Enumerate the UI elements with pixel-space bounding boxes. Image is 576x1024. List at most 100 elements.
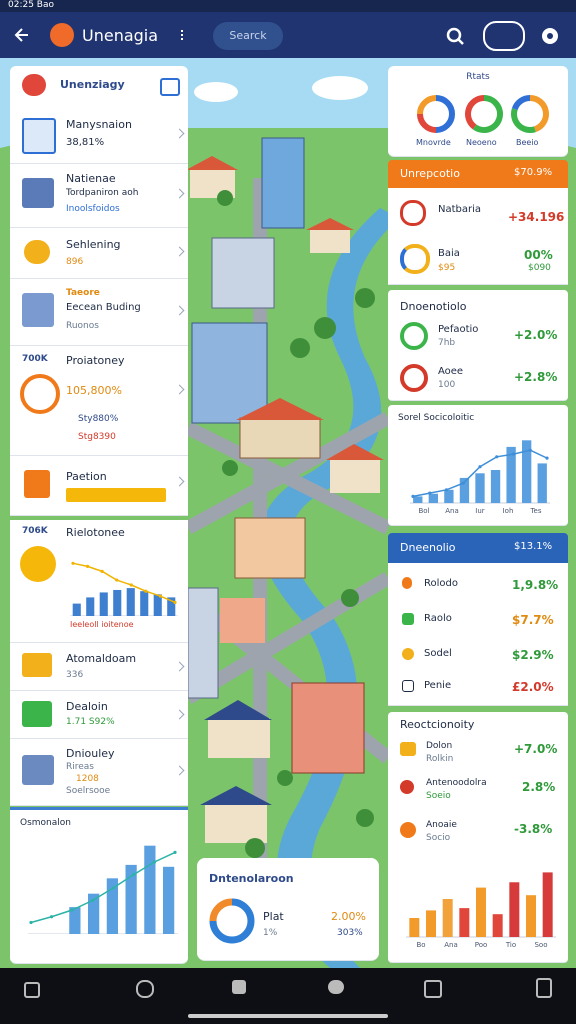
line <box>30 851 176 924</box>
progress-bar <box>66 488 166 502</box>
list-item[interactable]: Dniouley Rireas 1208 Soelrsooe <box>10 739 188 806</box>
icon <box>22 653 52 677</box>
row-name: Penie <box>424 680 452 691</box>
bar <box>476 887 486 937</box>
bar <box>537 463 547 503</box>
bar <box>490 470 501 503</box>
list-item[interactable]: Sehlening 896 <box>10 228 188 279</box>
back-button[interactable] <box>12 25 32 45</box>
card-title: Rielotonee <box>66 526 125 539</box>
nav-icon[interactable] <box>136 980 154 998</box>
gear-icon[interactable] <box>539 25 561 47</box>
chart-card: 706K Rielotonee Ieeleoll ioitenoe <box>10 520 188 643</box>
line-point <box>528 448 532 452</box>
donut-segment <box>209 898 255 944</box>
bar <box>506 446 516 503</box>
chevron <box>174 384 185 395</box>
donut-segment <box>417 95 437 115</box>
menu-dots[interactable] <box>181 30 185 40</box>
bar <box>144 845 156 934</box>
line-point <box>461 481 465 485</box>
bar <box>72 603 81 616</box>
nav-icon[interactable] <box>328 980 344 994</box>
legend-value: 303% <box>337 928 363 938</box>
icon <box>400 742 416 756</box>
bar <box>492 914 503 937</box>
item-title: Manysnaion <box>66 118 132 131</box>
list-item[interactable]: Dealoin 1.71 S92% <box>10 691 188 739</box>
refresh-button[interactable] <box>483 21 525 51</box>
mini-chart <box>70 561 178 616</box>
bar <box>409 918 420 937</box>
list-item[interactable]: Atomaldoam 336 <box>10 643 188 691</box>
card-title: Rtats <box>466 72 490 82</box>
settings-icon[interactable] <box>444 25 466 47</box>
line-point <box>478 465 482 469</box>
icon <box>22 755 54 785</box>
nav-icon[interactable] <box>24 982 40 998</box>
stat-card[interactable]: 700K Proiatoney 105,800% Sty880% Stg8390 <box>10 346 188 456</box>
donut <box>465 95 503 133</box>
item-value: 896 <box>66 257 84 267</box>
chart-card: Sorel Socicoloitic Bol Ana Iur Ioh Tes <box>388 405 568 526</box>
card-sub: Stg8390 <box>78 432 116 442</box>
chevron <box>174 476 185 487</box>
row-sub: Socio <box>426 833 451 843</box>
chart-caption: Ieeleoll ioitenoe <box>70 620 134 629</box>
search-box[interactable]: Searck <box>213 22 283 50</box>
home-indicator <box>188 1014 388 1018</box>
bar <box>86 597 95 616</box>
row-value: $7.7% <box>512 613 554 627</box>
line-point <box>545 456 549 460</box>
list-item[interactable]: Taeore Eecean Buding Ruonos <box>10 279 188 346</box>
row-name: Natbaria <box>438 204 482 215</box>
card-title: Dntenolaroon <box>209 872 294 885</box>
list-item[interactable]: Manysnaion 38,81% <box>10 106 188 164</box>
nav-icon[interactable] <box>424 980 442 998</box>
donut-label: Mnovrde <box>416 138 451 147</box>
icon <box>400 244 430 274</box>
donut <box>511 95 549 133</box>
item-sub: Soelrsooe <box>66 786 111 796</box>
item-title: Atomaldoam <box>66 652 137 665</box>
item-title: Natienae <box>66 172 116 185</box>
x-tick-label: Poo <box>475 941 488 949</box>
line <box>72 562 176 604</box>
bar <box>163 866 175 934</box>
line-point <box>511 452 516 456</box>
legend-sub: 1% <box>263 928 278 938</box>
app-bar: Unenagia Searck <box>0 12 576 58</box>
status-time: 02:25 Bao <box>8 0 54 10</box>
bar <box>522 440 532 503</box>
row-name: Sodel <box>424 648 452 659</box>
item-value: 336 <box>66 670 84 680</box>
line-point <box>173 850 177 854</box>
nav-icon[interactable] <box>232 980 246 994</box>
chart-card: Osmonalon <box>10 807 188 964</box>
row-name: Aoee <box>438 366 464 377</box>
row-value: $090 <box>528 263 551 273</box>
progress-card[interactable]: Paetion <box>10 456 188 516</box>
x-tick-label: Bo <box>416 941 425 949</box>
x-tick-label: Tes <box>529 507 541 515</box>
app-title: Unenagia <box>82 26 159 45</box>
item-title: Sehlening <box>66 238 121 251</box>
metric-list: Natbaria +34.196 Baia $95 00% $090 <box>388 188 568 285</box>
app-logo <box>50 23 74 47</box>
bar <box>509 882 520 937</box>
row-name: Raolo <box>424 613 452 624</box>
mini-chart: Bol Ana Iur Ioh Tes <box>410 440 550 515</box>
list-item[interactable]: Natienae Tordpaniron aoh Inoolsfoidos <box>10 164 188 228</box>
donut-segment <box>417 113 437 133</box>
line-point <box>70 908 74 912</box>
bar <box>88 893 100 934</box>
metric-list: Rolodo 1,9.8% Raolo $7.7% Sodel $2.9% Pe… <box>388 563 568 706</box>
icon <box>160 78 180 96</box>
bar <box>526 895 536 937</box>
legend-name: Plat <box>263 910 284 923</box>
row-value: +34.196 <box>508 210 565 224</box>
line-point <box>85 564 90 568</box>
nav-icon[interactable] <box>536 978 552 998</box>
item-title: Dniouley <box>66 747 115 760</box>
